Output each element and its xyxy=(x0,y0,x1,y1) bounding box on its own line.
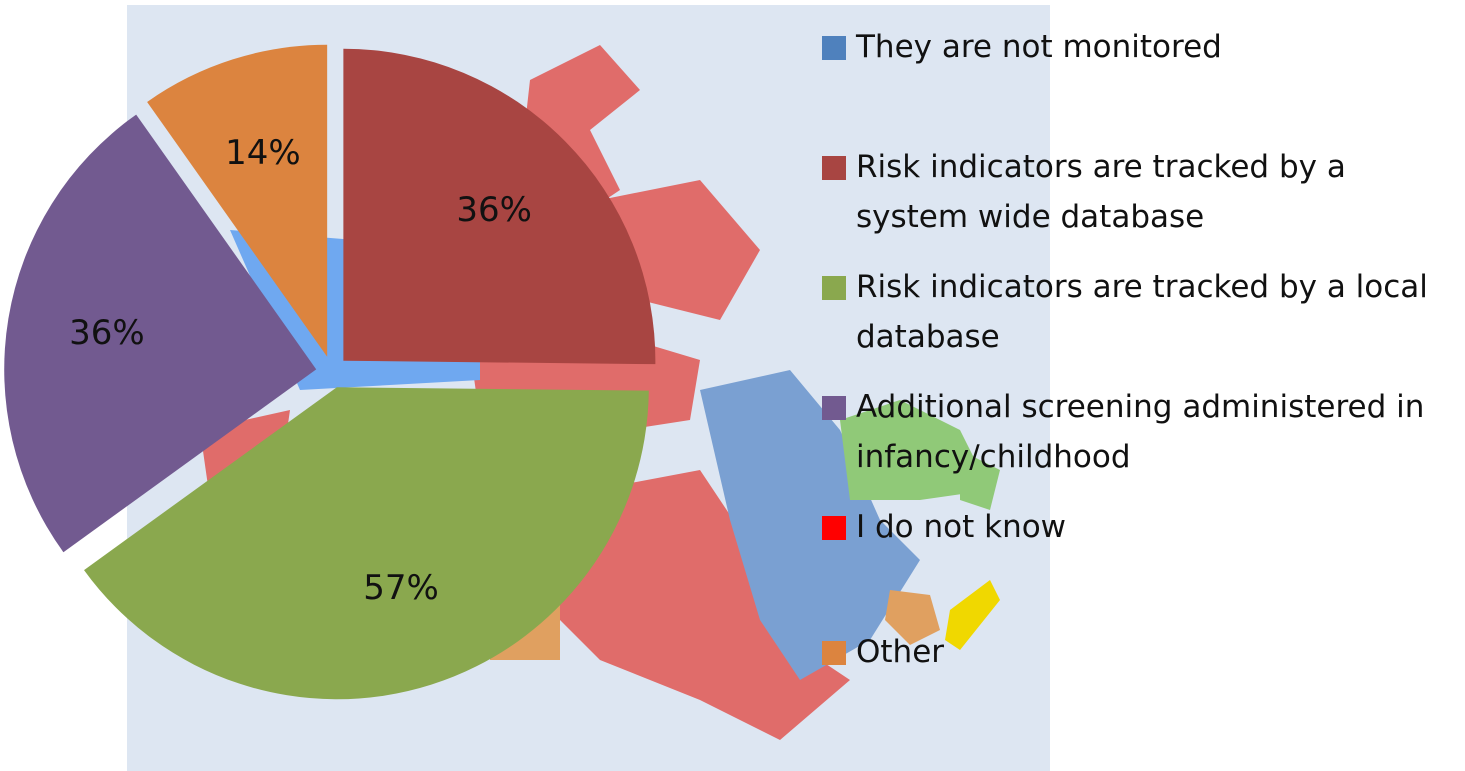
legend-swatch xyxy=(822,36,846,60)
legend-item: Risk indicators are tracked by a local d… xyxy=(822,262,1442,362)
legend-swatch xyxy=(822,516,846,540)
legend-label: I do not know xyxy=(856,509,1067,545)
legend-label: Additional screening administered in inf… xyxy=(856,389,1425,475)
legend-label: Other xyxy=(856,634,945,670)
legend-item: Risk indicators are tracked by a system … xyxy=(822,142,1442,242)
pie-slice xyxy=(147,44,328,357)
slice-label: 57% xyxy=(363,568,439,608)
legend-item: They are not monitored xyxy=(822,22,1442,72)
pie-slice xyxy=(84,387,649,700)
legend-item: Other xyxy=(822,627,1442,677)
legend-label: Risk indicators are tracked by a system … xyxy=(856,149,1346,235)
legend-label: They are not monitored xyxy=(856,29,1222,65)
legend-swatch xyxy=(822,276,846,300)
legend-item: Additional screening administered in inf… xyxy=(822,382,1442,482)
pie-slice xyxy=(4,114,317,553)
legend-swatch xyxy=(822,396,846,420)
legend-swatch xyxy=(822,641,846,665)
slice-label: 14% xyxy=(225,133,301,173)
slice-label: 36% xyxy=(456,190,532,230)
legend-item: I do not know xyxy=(822,502,1442,552)
legend-swatch xyxy=(822,156,846,180)
slice-label: 36% xyxy=(69,313,145,353)
legend-label: Risk indicators are tracked by a local d… xyxy=(856,269,1428,355)
pie-slice xyxy=(343,48,656,365)
